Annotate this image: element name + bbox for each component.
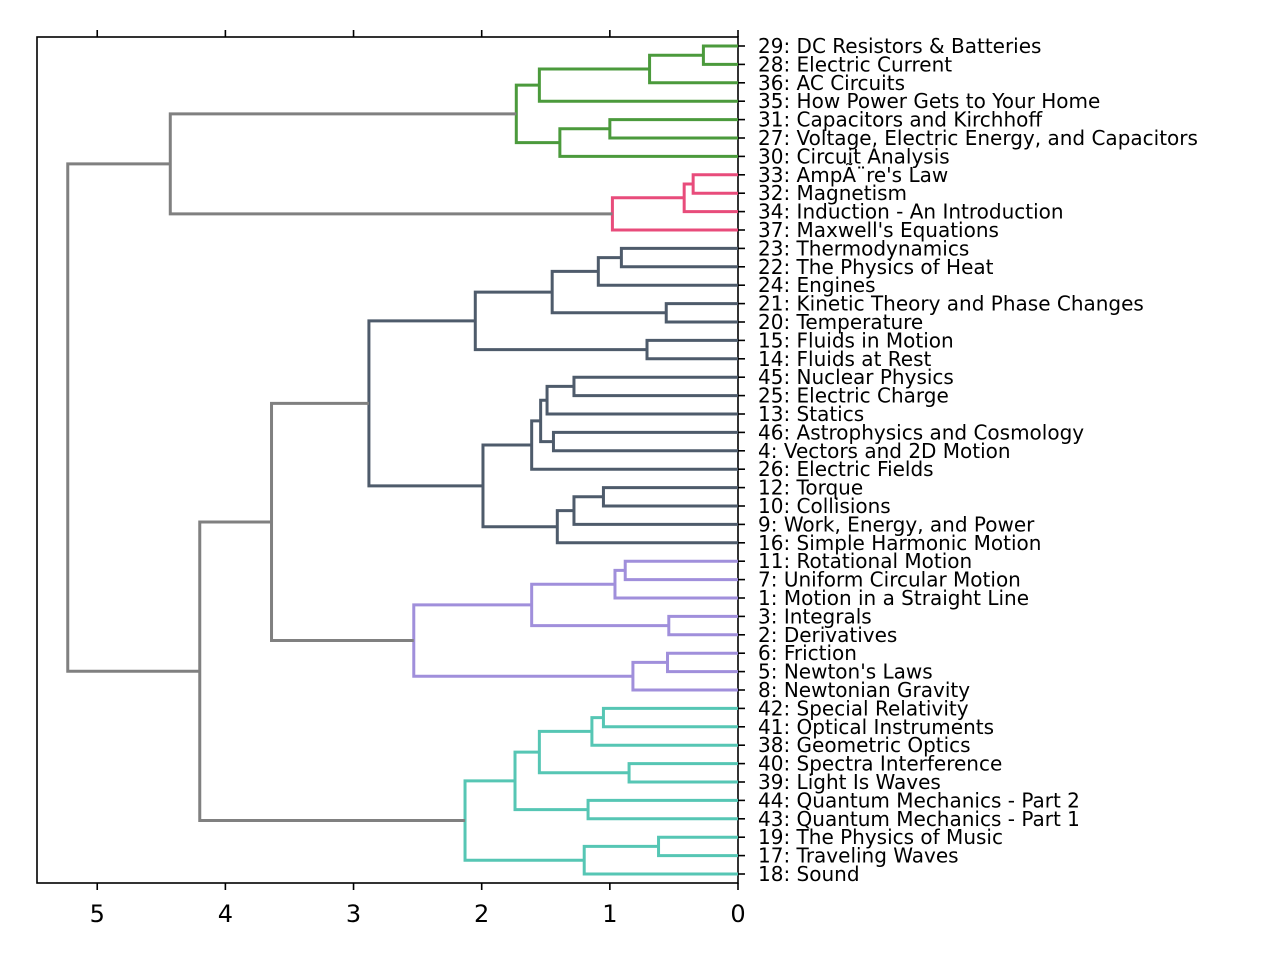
leaf-label-27: 16: Simple Harmonic Motion [758,531,1041,555]
dendrogram-link-6 [691,173,738,195]
dendrogram-link-16 [572,375,738,398]
dendrogram-link-36 [627,762,738,784]
leaf-label-23: 26: Electric Fields [758,457,934,481]
leaf-label-13: 24: Engines [758,273,876,297]
leaf-label-31: 3: Integrals [758,604,872,628]
dendrogram-link-22 [572,495,738,526]
leaf-label-34: 5: Newton's Laws [758,660,933,684]
leaf-label-30: 1: Motion in a Straight Line [758,586,1029,610]
dendrogram-link-14 [645,338,738,361]
dendrogram-link-37 [537,729,630,775]
dendrogram-link-12 [664,302,738,324]
leaf-label-2: 36: AC Circuits [758,71,905,95]
dendrogram-links [66,44,738,876]
x-tick-label-5: 0 [730,900,745,928]
x-axis-ticks: 5 4 3 2 1 0 [90,30,746,928]
leaf-label-42: 43: Quantum Mechanics - Part 1 [758,807,1080,831]
leaf-label-28: 11: Rotational Motion [758,549,972,573]
leaf-label-43: 19: The Physics of Music [758,825,1003,849]
dendrogram-link-23 [555,509,738,545]
leaf-label-37: 41: Optical Instruments [758,715,994,739]
leaf-label-17: 14: Fluids at Rest [758,347,931,371]
leaf-label-9: 34: Induction - An Introduction [758,200,1064,224]
dendrogram-link-30 [666,651,738,674]
leaf-label-12: 22: The Physics of Heat [758,255,994,279]
leaf-label-5: 27: Voltage, Electric Energy, and Capaci… [758,126,1198,150]
dendrogram-link-32 [412,603,633,678]
dendrogram-link-18 [551,430,738,453]
dendrogram-link-8 [610,196,738,232]
dendrogram-link-26 [623,559,738,582]
dendrogram-link-33 [270,401,414,643]
leaf-label-33: 6: Friction [758,641,857,665]
dendrogram-link-29 [530,582,669,628]
leaf-label-7: 33: AmpÃ¨re's Law [758,163,948,187]
dendrogram-link-31 [631,660,738,692]
dendrogram-link-25 [367,319,483,488]
dendrogram-link-38 [586,798,738,821]
dendrogram-link-13 [550,269,667,315]
dendrogram-link-43 [198,520,466,823]
dendrogram-link-20 [530,419,738,471]
leaf-label-20: 13: Statics [758,402,864,426]
leaf-label-8: 32: Magnetism [758,181,907,205]
dendrogram-link-40 [657,835,738,858]
dendrogram-link-2 [537,67,738,103]
dendrogram-link-34 [601,706,738,729]
leaf-label-36: 42: Special Relativity [758,696,969,720]
x-tick-label-0: 5 [90,900,105,928]
dendrogram-link-15 [473,290,648,352]
dendrogram-link-28 [667,614,738,637]
leaf-label-22: 4: Vectors and 2D Motion [758,439,1011,463]
leaf-label-18: 45: Nuclear Physics [758,365,954,389]
dendrogram-link-27 [613,568,738,600]
leaf-label-25: 10: Collisions [758,494,891,518]
dendrogram-link-11 [596,256,738,287]
dendrogram-link-42 [463,779,585,862]
dendrogram-link-39 [513,750,589,812]
leaf-label-21: 46: Astrophysics and Cosmology [758,420,1084,444]
dendrogram-link-44 [66,162,200,673]
dendrogram-link-41 [582,844,738,876]
leaf-label-3: 35: How Power Gets to Your Home [758,89,1100,113]
leaf-label-19: 25: Electric Charge [758,384,949,408]
dendrogram-link-0 [701,44,738,66]
x-tick-label-2: 3 [346,900,361,928]
leaf-label-4: 31: Capacitors and Kirchhoff [758,108,1043,132]
dendrogram-link-4 [558,127,738,158]
leaf-label-41: 44: Quantum Mechanics - Part 2 [758,788,1080,812]
leaf-label-45: 18: Sound [758,862,860,886]
dendrogram-link-24 [481,443,558,529]
x-tick-label-4: 1 [602,900,617,928]
leaf-label-26: 9: Work, Energy, and Power [758,512,1035,536]
leaf-label-38: 38: Geometric Optics [758,733,971,757]
dendrogram-link-17 [545,384,738,416]
x-tick-label-3: 2 [474,900,489,928]
leaf-label-6: 30: Circuit Analysis [758,144,950,168]
leaf-label-32: 2: Derivatives [758,623,897,647]
dendrogram-link-21 [601,486,738,508]
dendrogram-link-9 [168,112,613,216]
leaf-label-40: 39: Light Is Waves [758,770,941,794]
leaf-label-35: 8: Newtonian Gravity [758,678,970,702]
dendrogram-link-10 [619,246,738,269]
leaf-label-16: 15: Fluids in Motion [758,328,954,352]
leaf-label-1: 28: Electric Current [758,52,952,76]
leaf-label-11: 23: Thermodynamics [758,236,969,260]
leaf-label-39: 40: Spectra Interference [758,752,1002,776]
dendrogram-link-3 [608,118,738,140]
dendrogram-link-35 [590,716,738,747]
leaf-label-29: 7: Uniform Circular Motion [758,568,1021,592]
plot-frame [36,36,739,884]
leaf-label-10: 37: Maxwell's Equations [758,218,999,242]
leaf-label-44: 17: Traveling Waves [758,844,959,868]
leaf-label-0: 29: DC Resistors & Batteries [758,34,1041,58]
leaf-label-24: 12: Torque [758,476,863,500]
leaf-label-15: 20: Temperature [758,310,923,334]
dendrogram-link-1 [648,53,738,85]
x-tick-label-1: 4 [218,900,233,928]
leaf-label-14: 21: Kinetic Theory and Phase Changes [758,292,1144,316]
